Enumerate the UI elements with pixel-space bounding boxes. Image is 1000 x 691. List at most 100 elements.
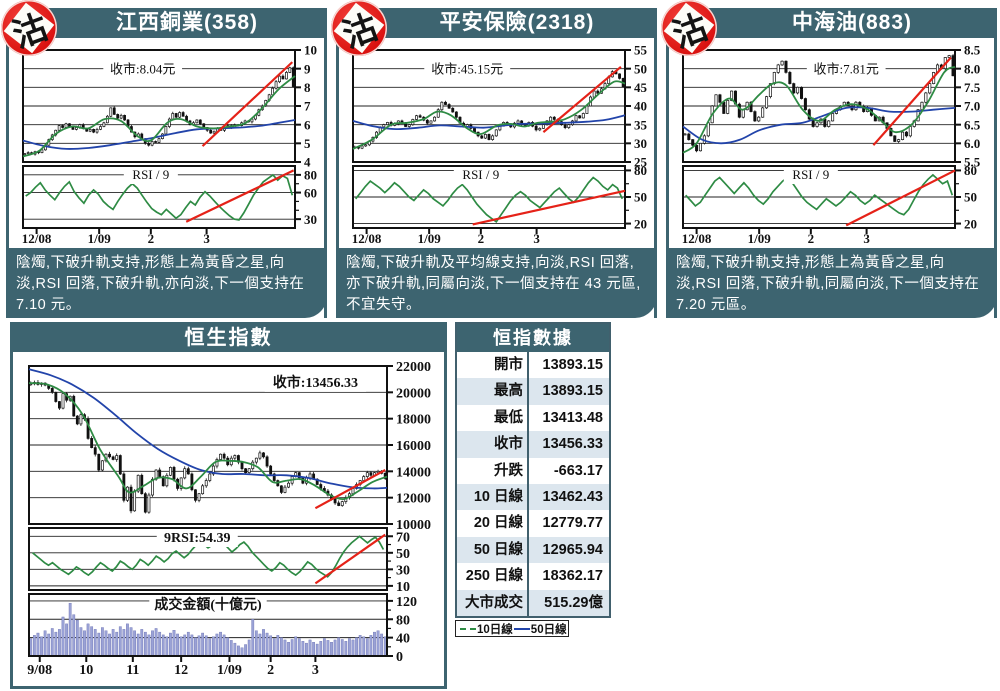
svg-text:RSI / 9: RSI / 9 (792, 167, 829, 182)
svg-text:1/09: 1/09 (217, 663, 242, 678)
svg-text:20000: 20000 (396, 386, 431, 401)
svg-text:10: 10 (304, 43, 317, 58)
sell-stamp-icon: 沽 (331, 0, 387, 56)
svg-text:9: 9 (304, 61, 311, 76)
table-row-value: 13456.33 (542, 436, 603, 453)
ma10-legend-label: 10日線 (477, 623, 513, 636)
svg-text:9RSI:54.39: 9RSI:54.39 (164, 531, 231, 546)
svg-text:3: 3 (533, 231, 540, 246)
stock-panel: 中海油(883) 沽 8.5 8.0 7.5 7.0 6.5 6.0 5.5 收市:7.81元… (660, 0, 1000, 318)
ma10-line-swatch (460, 627, 476, 630)
svg-text:11: 11 (126, 663, 139, 678)
table-row-label: 50 日線 (457, 536, 529, 564)
svg-text:14000: 14000 (396, 465, 431, 480)
table-row: 20 日線 12779.77 (457, 510, 609, 537)
stock-chart-svg: 55 50 45 40 35 30 25 收市:45.15元 80 50 20 RSI / 9 12/0… (352, 43, 648, 246)
stock-title: 平安保險(2318) (377, 8, 657, 38)
svg-text:1/09: 1/09 (88, 231, 112, 246)
svg-text:18000: 18000 (396, 413, 431, 428)
svg-text:6.0: 6.0 (964, 136, 980, 151)
table-row-value: 18362.17 (542, 568, 603, 585)
svg-text:5: 5 (304, 136, 311, 151)
table-row-value: 13893.15 (542, 357, 603, 373)
svg-text:2: 2 (267, 663, 274, 678)
svg-text:12: 12 (174, 663, 188, 678)
svg-text:3: 3 (203, 231, 210, 246)
stock-chart: 55 50 45 40 35 30 25 收市:45.15元 80 50 20 RSI / 9 12/0… (339, 40, 654, 248)
table-row-label: 升跌 (457, 457, 529, 484)
hsi-chart-svg: 22000 20000 18000 16000 14000 12000 10000 收市:13… (27, 360, 431, 678)
table-row-label: 250 日線 (457, 563, 529, 590)
stock-chart-svg: 8.5 8.0 7.5 7.0 6.5 6.0 5.5 收市:7.81元 80 50 20 RSI /… (682, 43, 981, 246)
stock-chart: 8.5 8.0 7.5 7.0 6.5 6.0 5.5 收市:7.81元 80 50 20 RSI /… (669, 40, 994, 248)
stock-commentary: 陰燭,下破升軌及平均線支持,向淡,RSI 回落,亦下破升軌,同屬向淡,下一個支持… (336, 248, 657, 318)
svg-text:0: 0 (396, 650, 403, 665)
panel-frame (6, 38, 327, 318)
table-row-value: 13413.48 (542, 409, 603, 426)
sell-stamp-icon: 沽 (1, 0, 57, 56)
hsi-title: 恒生指數 (13, 325, 444, 352)
svg-text:16000: 16000 (396, 439, 431, 454)
hsi-panel: 恒生指數 22000 20000 18000 16000 14000 12000 10000… (10, 322, 447, 689)
svg-text:80: 80 (964, 163, 977, 178)
svg-text:成交金額(十億元): 成交金額(十億元) (154, 596, 262, 613)
stock-chart: 10 9 8 7 6 5 4 收市:8.04元 80 60 30 RSI / 9 12/08 1/09 2 3 (9, 40, 324, 248)
table-row: 大市成交 515.29億 (457, 589, 609, 616)
svg-text:50: 50 (634, 190, 647, 205)
svg-text:30: 30 (304, 212, 317, 227)
svg-text:8.5: 8.5 (964, 43, 981, 58)
table-row-label: 收市 (457, 431, 529, 458)
table-row-value: -663.17 (553, 462, 603, 479)
table-row-label: 最高 (457, 378, 529, 405)
stock-commentary: 陰燭,下破升軌支持,形態上為黃昏之星,向淡,RSI 回落,下破升軌,亦向淡,下一… (6, 248, 327, 318)
table-row-label: 10 日線 (457, 483, 529, 511)
svg-text:20: 20 (634, 216, 647, 231)
svg-text:30: 30 (396, 563, 410, 578)
svg-text:80: 80 (304, 168, 317, 183)
svg-text:40: 40 (634, 99, 647, 114)
svg-text:120: 120 (396, 595, 417, 610)
stock-panel: 平安保險(2318) 沽 55 50 45 40 35 30 25 收市:45.15元 80 50… (330, 0, 660, 318)
svg-text:收市:45.15元: 收市:45.15元 (431, 61, 503, 76)
hsi-chart: 22000 20000 18000 16000 14000 12000 10000 收市:13… (13, 352, 444, 691)
svg-text:7.5: 7.5 (964, 80, 981, 95)
table-row: 收市 13456.33 (457, 431, 609, 458)
svg-text:RSI / 9: RSI / 9 (132, 167, 169, 182)
svg-text:3: 3 (863, 231, 870, 246)
svg-text:5.5: 5.5 (964, 155, 981, 170)
svg-text:8: 8 (304, 80, 311, 95)
table-row-value: 13462.43 (542, 488, 603, 505)
table-row-label: 20 日線 (457, 510, 529, 537)
table-row-value: 515.29億 (544, 594, 603, 611)
svg-text:45: 45 (634, 80, 648, 95)
sell-stamp-icon: 沽 (661, 0, 717, 56)
svg-text:25: 25 (634, 155, 648, 170)
svg-text:3: 3 (312, 663, 319, 678)
ma-legend: 10日線 50日線 (455, 620, 569, 637)
ma50-line-swatch (513, 627, 530, 630)
svg-text:12/08: 12/08 (682, 231, 712, 246)
table-row-label: 大市成交 (457, 589, 529, 616)
svg-text:20: 20 (964, 216, 977, 231)
table-row-label: 最低 (457, 404, 529, 432)
hsi-data-table: 恒指數據 開市 13893.15 最高 13893.15 最低 13413.48 收市 134… (455, 322, 611, 618)
svg-text:70: 70 (396, 530, 410, 545)
table-row: 10 日線 13462.43 (457, 483, 609, 511)
svg-text:35: 35 (634, 117, 648, 132)
table-row-value: 12965.94 (542, 541, 603, 558)
stock-title: 中海油(883) (707, 8, 997, 38)
svg-text:10: 10 (79, 663, 93, 678)
svg-text:12/08: 12/08 (22, 231, 52, 246)
panel-frame (666, 38, 997, 318)
table-row: 最高 13893.15 (457, 378, 609, 405)
svg-text:8.0: 8.0 (964, 61, 980, 76)
ma50-legend-label: 50日線 (530, 623, 567, 636)
svg-text:80: 80 (396, 613, 410, 628)
svg-text:80: 80 (634, 163, 647, 178)
table-row: 開市 13893.15 (457, 352, 609, 379)
svg-text:6: 6 (304, 117, 311, 132)
svg-text:收市:13456.33: 收市:13456.33 (273, 374, 358, 391)
svg-text:2: 2 (478, 231, 485, 246)
svg-text:10: 10 (396, 580, 410, 595)
